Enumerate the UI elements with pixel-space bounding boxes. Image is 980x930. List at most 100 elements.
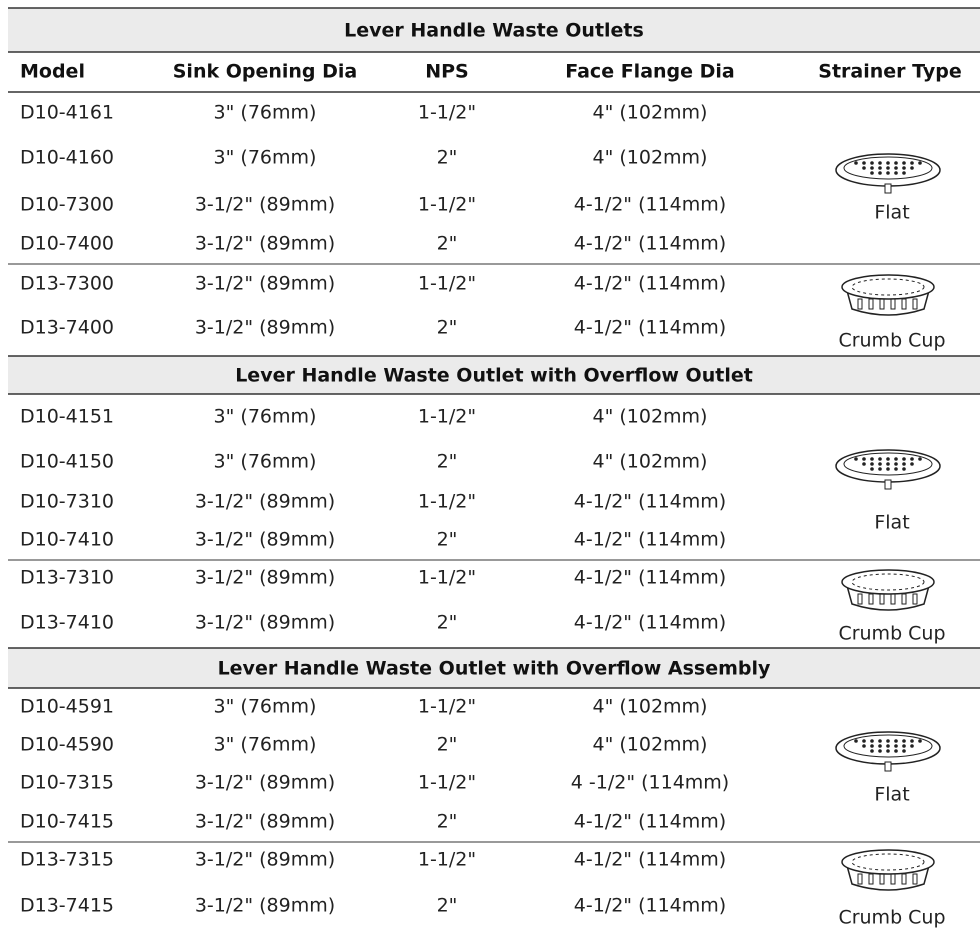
cell: 3" (76mm) (214, 406, 317, 428)
cell: D10-4151 (20, 406, 114, 428)
column-header: Face Flange Dia (565, 61, 735, 83)
icon-part (884, 479, 892, 490)
icon-part (878, 462, 882, 466)
icon-part (835, 449, 941, 483)
cell: 3-1/2" (89mm) (195, 811, 335, 833)
icon-part (843, 156, 933, 180)
cell: 1-1/2" (418, 491, 476, 513)
icon-part (902, 462, 906, 466)
icon-part (894, 462, 898, 466)
crumb-cup-icon (841, 849, 935, 891)
cell: 4-1/2" (114mm) (574, 811, 726, 833)
icon-part (890, 298, 896, 310)
icon-part (886, 467, 890, 471)
cell: 1-1/2" (418, 406, 476, 428)
icon-part (902, 744, 906, 748)
cell: D13-7415 (20, 895, 114, 917)
icon-part (862, 161, 866, 165)
cell: 3" (76mm) (214, 734, 317, 756)
strainer-label: Crumb Cup (838, 330, 945, 352)
icon-part (868, 298, 874, 310)
cell: 4-1/2" (114mm) (574, 612, 726, 634)
icon-part (878, 171, 882, 175)
cell: 3-1/2" (89mm) (195, 849, 335, 871)
icon-part (918, 739, 922, 743)
icon-part (878, 744, 882, 748)
cell: 4-1/2" (114mm) (574, 317, 726, 339)
cell: 3-1/2" (89mm) (195, 895, 335, 917)
cell: 4" (102mm) (593, 696, 708, 718)
icon-part (854, 161, 858, 165)
strainer-label: Flat (874, 512, 909, 534)
flat-strainer-icon (835, 449, 941, 490)
icon-part (878, 457, 882, 461)
cell: D10-7415 (20, 811, 114, 833)
icon-part (879, 873, 885, 885)
icon-part (857, 298, 863, 310)
icon-part (890, 593, 896, 605)
section-title: Lever Handle Waste Outlet with Overflow … (218, 658, 771, 680)
section-title: Lever Handle Waste Outlets (344, 20, 644, 42)
icon-part (870, 457, 874, 461)
icon-part (910, 744, 914, 748)
icon-part (886, 166, 890, 170)
icon-part (879, 298, 885, 310)
cell: 3-1/2" (89mm) (195, 233, 335, 255)
flat-strainer-icon (835, 153, 941, 194)
icon-part (902, 749, 906, 753)
icon-part (870, 744, 874, 748)
icon-part (886, 161, 890, 165)
cell: D10-4161 (20, 102, 114, 124)
cell: 3-1/2" (89mm) (195, 567, 335, 589)
icon-part (894, 749, 898, 753)
icon-part (910, 457, 914, 461)
icon-part (851, 853, 925, 871)
cell: 3-1/2" (89mm) (195, 529, 335, 551)
icon-part (878, 749, 882, 753)
cell: D10-4590 (20, 734, 114, 756)
cell: D10-7310 (20, 491, 114, 513)
cell: 4" (102mm) (593, 406, 708, 428)
cell: D10-4160 (20, 147, 114, 169)
icon-part (886, 462, 890, 466)
icon-part (870, 171, 874, 175)
icon-part (870, 166, 874, 170)
icon-part (918, 161, 922, 165)
icon-part (843, 452, 933, 476)
icon-part (886, 739, 890, 743)
icon-part (857, 593, 863, 605)
icon-part (902, 467, 906, 471)
section-header (8, 648, 980, 688)
icon-part (910, 166, 914, 170)
cell: 4" (102mm) (593, 147, 708, 169)
icon-part (857, 873, 863, 885)
cell: 4 -1/2" (114mm) (571, 772, 729, 794)
cell: 4" (102mm) (593, 102, 708, 124)
cell: 2" (437, 451, 458, 473)
cell: D13-7410 (20, 612, 114, 634)
strainer-label: Flat (874, 202, 909, 224)
cell: 3" (76mm) (214, 451, 317, 473)
cell: 2" (437, 734, 458, 756)
strainer-label: Flat (874, 784, 909, 806)
icon-part (870, 739, 874, 743)
cell: 3" (76mm) (214, 102, 317, 124)
icon-part (910, 739, 914, 743)
cell: D13-7400 (20, 317, 114, 339)
cell: 4-1/2" (114mm) (574, 194, 726, 216)
icon-part (902, 166, 906, 170)
icon-part (878, 467, 882, 471)
column-header: Sink Opening Dia (173, 61, 358, 83)
icon-part (851, 278, 925, 296)
flat-strainer-icon (835, 731, 941, 772)
cell: 3" (76mm) (214, 147, 317, 169)
icon-part (870, 467, 874, 471)
cell: D10-7410 (20, 529, 114, 551)
icon-part (901, 593, 907, 605)
column-header: Model (20, 61, 85, 83)
icon-part (886, 744, 890, 748)
cell: 3-1/2" (89mm) (195, 772, 335, 794)
cell: D10-4591 (20, 696, 114, 718)
cell: 4-1/2" (114mm) (574, 273, 726, 295)
icon-part (862, 166, 866, 170)
